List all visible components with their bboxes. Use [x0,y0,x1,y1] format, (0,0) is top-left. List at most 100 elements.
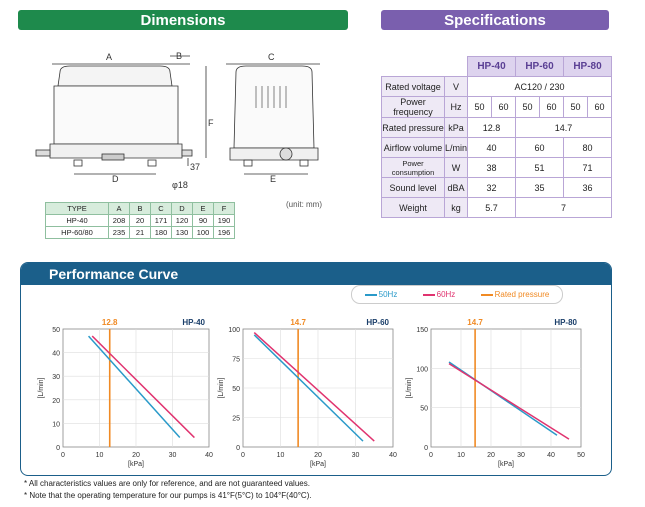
y-axis-label: [L/min] [218,377,225,398]
dim-label-d: D [112,174,119,184]
dim-label-37: 37 [190,162,200,172]
spec-unit: Hz [443,96,469,118]
spec-value: 50 [467,96,493,118]
dimensions-title: Dimensions [140,11,226,29]
spec-value: 60 [587,96,613,118]
type-table-head: F [213,202,235,215]
performance-header [21,263,611,285]
unit-note: (unit: mm) [286,200,322,209]
model-label: HP-60 [366,318,389,327]
dim-label-c: C [268,52,275,62]
spec-label: Weight [381,197,445,218]
spec-value: 38 [467,157,517,178]
x-tick-label: 50 [577,452,585,459]
specifications-title: Specifications [444,11,546,29]
y-tick-label: 10 [52,421,60,428]
type-table-cell: 20 [129,214,151,227]
spec-label: Power consumption [381,157,445,178]
legend-label: 60Hz [436,290,456,299]
y-tick-label: 20 [52,398,60,405]
spec-value: 12.8 [467,117,517,138]
x-tick-label: 10 [457,452,465,459]
spec-value: 5.7 [467,197,517,218]
x-tick-label: 20 [487,452,495,459]
type-table-cell: 235 [108,226,130,239]
spec-value: 71 [563,157,613,178]
chart-legend: 50Hz 60Hz Rated pressure [351,285,563,304]
type-table-cell: 180 [150,226,172,239]
spec-label: Rated voltage [381,76,445,97]
performance-panel: Performance Curve 50Hz 60Hz Rated pressu… [20,262,612,476]
y-tick-label: 0 [236,445,240,452]
table-row: HP-40 208 20 171 120 90 190 [45,214,235,227]
model-label: HP-40 [182,318,205,327]
legend-item-rated: Rated pressure [480,290,549,299]
dim-label-phi18: φ18 [172,180,188,190]
type-table-cell: 171 [150,214,172,227]
spec-value: 7 [515,197,613,218]
y-tick-label: 0 [424,445,428,452]
note-temperature: * Note that the operating temperature fo… [24,491,312,500]
series-line-60hz [253,331,375,442]
spec-value: 80 [563,137,613,158]
table-row: HP-60/80 235 21 180 130 100 196 [45,226,235,239]
y-tick-label: 100 [228,327,240,334]
performance-title: Performance Curve [49,266,179,282]
legend-label: 50Hz [378,290,398,299]
y-tick-label: 100 [416,366,428,373]
y-tick-label: 30 [52,374,60,381]
series-line-60hz [91,335,195,439]
type-table-cell: 120 [171,214,193,227]
type-table-head: TYPE [45,202,109,215]
performance-charts: 0 10 20 30 40 50 0 10 20 30 40 [kPa] [L/min] 12.8 HP-4… [38,318,585,468]
dimension-drawing: A B D φ18 37 F C E [35,51,320,190]
x-tick-label: 20 [132,452,140,459]
spec-row-airflow: Airflow volume L/min 40 60 80 [381,137,613,158]
spec-value: 36 [563,177,613,198]
y-tick-label: 150 [416,327,428,334]
type-table-head: D [171,202,193,215]
spec-row-frequency: Power frequency Hz 50 60 50 60 50 60 [381,96,613,118]
spec-value: 50 [515,96,541,118]
spec-value: AC120 / 230 [467,76,613,97]
series-line-60hz [448,362,570,440]
y-tick-label: 50 [232,386,240,393]
x-tick-label: 40 [205,452,213,459]
x-tick-label: 10 [277,452,285,459]
spec-value: 50 [563,96,589,118]
spec-value: 60 [491,96,517,118]
spec-value: 60 [515,137,565,158]
series-line-50hz [253,334,364,442]
type-table-cell: 208 [108,214,130,227]
spec-row-weight: Weight kg 5.7 7 [381,197,613,218]
spec-value: 35 [515,177,565,198]
series-line-50hz [87,335,181,439]
spec-label: Rated pressure [381,117,445,138]
x-tick-label: 0 [241,452,245,459]
type-dimension-table: TYPE A B C D E F HP-40 208 20 171 120 90… [45,202,235,239]
type-table-cell: 196 [213,226,235,239]
spec-value: 40 [467,137,517,158]
x-tick-label: 0 [61,452,65,459]
type-table-cell: HP-40 [45,214,109,227]
spec-label: Sound level [381,177,445,198]
type-table-cell: 90 [192,214,214,227]
spec-value: 14.7 [515,117,613,138]
y-axis-label: [L/min] [406,377,413,398]
y-tick-label: 25 [232,416,240,423]
spec-unit: dBA [443,177,469,198]
y-tick-label: 50 [420,406,428,413]
dim-label-b: B [176,51,182,61]
dim-label-a: A [106,52,112,62]
model-label: HP-80 [554,318,577,327]
dim-label-f: F [208,118,214,128]
x-tick-label: 40 [389,452,397,459]
y-tick-label: 40 [52,351,60,358]
x-tick-label: 30 [169,452,177,459]
type-table-head: E [192,202,214,215]
x-tick-label: 30 [517,452,525,459]
spec-unit: W [443,157,469,178]
spec-model-hp60: HP-60 [515,56,565,77]
x-tick-label: 20 [314,452,322,459]
spec-model-hp80: HP-80 [563,56,613,77]
